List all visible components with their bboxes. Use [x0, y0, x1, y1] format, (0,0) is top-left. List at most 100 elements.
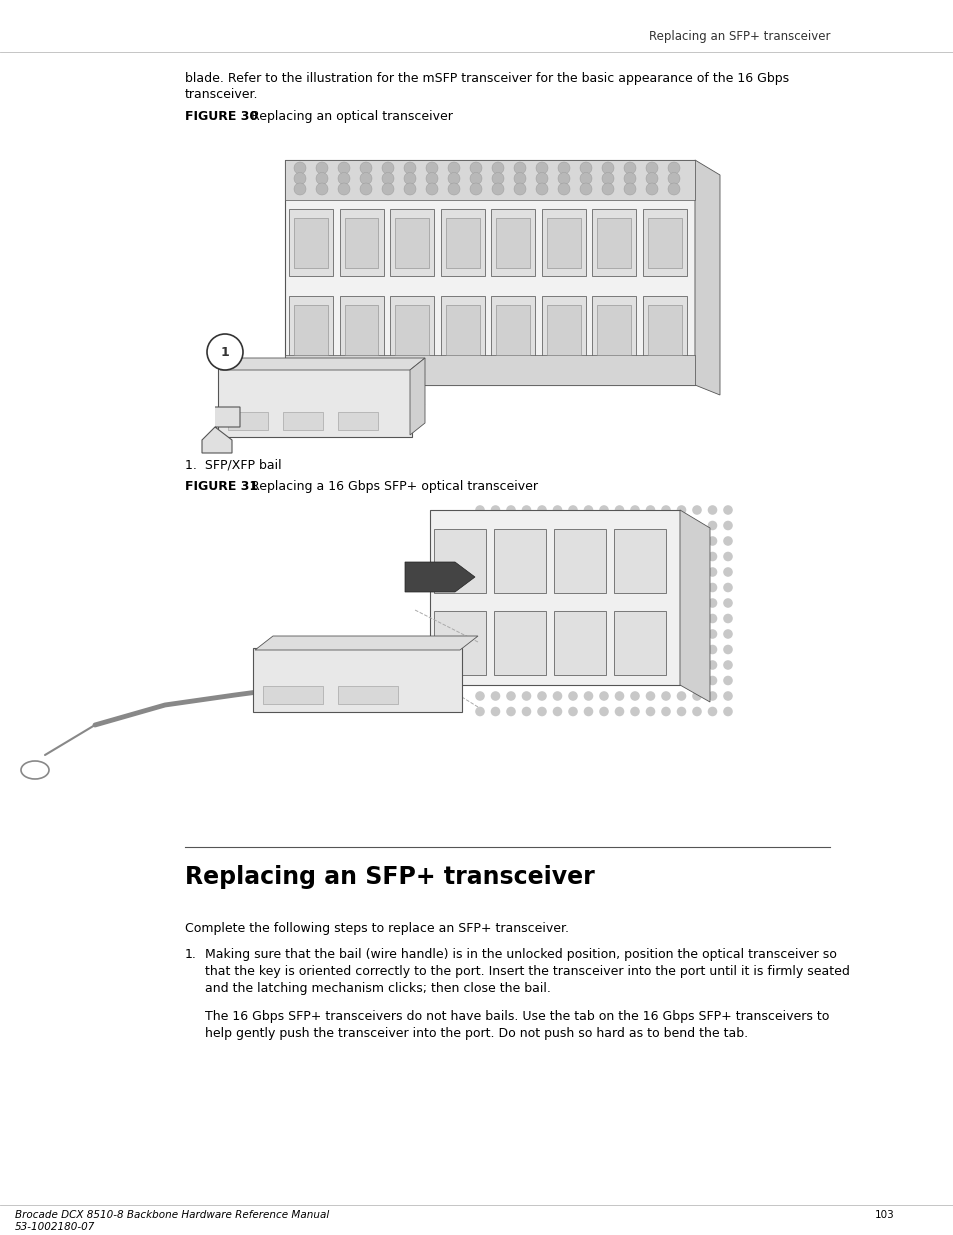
Circle shape	[601, 183, 614, 195]
Circle shape	[475, 645, 484, 655]
Circle shape	[722, 645, 732, 655]
Circle shape	[601, 173, 614, 184]
Circle shape	[521, 583, 531, 593]
Circle shape	[676, 505, 685, 515]
Polygon shape	[254, 636, 477, 650]
Circle shape	[645, 583, 655, 593]
Circle shape	[537, 706, 546, 716]
Circle shape	[583, 552, 593, 561]
Circle shape	[521, 536, 531, 546]
Circle shape	[315, 183, 328, 195]
Circle shape	[707, 552, 717, 561]
Circle shape	[506, 536, 516, 546]
Text: Making sure that the bail (wire handle) is in the unlocked position, position th: Making sure that the bail (wire handle) …	[205, 948, 836, 961]
Circle shape	[598, 692, 608, 700]
Circle shape	[630, 645, 639, 655]
Circle shape	[614, 521, 623, 530]
Circle shape	[506, 692, 516, 700]
Circle shape	[692, 676, 701, 685]
Circle shape	[558, 173, 569, 184]
Circle shape	[614, 598, 623, 608]
Circle shape	[645, 676, 655, 685]
Circle shape	[722, 629, 732, 638]
Circle shape	[707, 676, 717, 685]
FancyBboxPatch shape	[294, 305, 328, 354]
Circle shape	[598, 552, 608, 561]
Circle shape	[707, 536, 717, 546]
Circle shape	[521, 567, 531, 577]
Circle shape	[536, 183, 547, 195]
Circle shape	[614, 629, 623, 638]
Circle shape	[537, 661, 546, 669]
Circle shape	[630, 614, 639, 624]
Circle shape	[692, 645, 701, 655]
Circle shape	[337, 162, 350, 174]
Circle shape	[568, 505, 578, 515]
Circle shape	[475, 706, 484, 716]
Circle shape	[660, 552, 670, 561]
Circle shape	[506, 505, 516, 515]
Circle shape	[660, 521, 670, 530]
Circle shape	[660, 505, 670, 515]
Circle shape	[426, 183, 437, 195]
Text: Brocade DCX 8510-8 Backbone Hardware Reference Manual: Brocade DCX 8510-8 Backbone Hardware Ref…	[15, 1210, 329, 1220]
Circle shape	[552, 583, 561, 593]
Circle shape	[207, 333, 243, 370]
Circle shape	[558, 183, 569, 195]
Circle shape	[667, 183, 679, 195]
FancyBboxPatch shape	[546, 305, 579, 354]
Circle shape	[614, 692, 623, 700]
Circle shape	[598, 645, 608, 655]
Circle shape	[660, 583, 670, 593]
Circle shape	[645, 598, 655, 608]
Circle shape	[645, 521, 655, 530]
Circle shape	[568, 521, 578, 530]
Circle shape	[598, 536, 608, 546]
Circle shape	[537, 676, 546, 685]
Circle shape	[537, 629, 546, 638]
Circle shape	[722, 676, 732, 685]
Circle shape	[645, 692, 655, 700]
Circle shape	[568, 706, 578, 716]
Circle shape	[676, 536, 685, 546]
Circle shape	[568, 661, 578, 669]
Circle shape	[692, 505, 701, 515]
Text: 1.: 1.	[185, 948, 196, 961]
Circle shape	[722, 706, 732, 716]
Circle shape	[552, 676, 561, 685]
FancyBboxPatch shape	[294, 219, 328, 268]
Circle shape	[552, 614, 561, 624]
Circle shape	[448, 173, 459, 184]
Circle shape	[583, 645, 593, 655]
Polygon shape	[410, 358, 424, 435]
Circle shape	[614, 552, 623, 561]
Circle shape	[707, 614, 717, 624]
FancyBboxPatch shape	[344, 305, 378, 354]
Circle shape	[359, 173, 372, 184]
Circle shape	[645, 162, 658, 174]
Polygon shape	[405, 562, 475, 592]
Polygon shape	[285, 161, 695, 385]
FancyBboxPatch shape	[337, 412, 377, 430]
FancyBboxPatch shape	[554, 529, 605, 593]
Circle shape	[552, 598, 561, 608]
Circle shape	[475, 629, 484, 638]
Circle shape	[506, 521, 516, 530]
Circle shape	[692, 583, 701, 593]
Circle shape	[660, 706, 670, 716]
Circle shape	[426, 162, 437, 174]
Circle shape	[707, 505, 717, 515]
Circle shape	[536, 162, 547, 174]
Circle shape	[667, 173, 679, 184]
Circle shape	[506, 567, 516, 577]
FancyBboxPatch shape	[289, 209, 333, 275]
Circle shape	[506, 629, 516, 638]
Text: Replacing an SFP+ transceiver: Replacing an SFP+ transceiver	[648, 30, 829, 43]
Circle shape	[315, 173, 328, 184]
Circle shape	[722, 614, 732, 624]
Circle shape	[614, 706, 623, 716]
FancyBboxPatch shape	[339, 209, 383, 275]
Circle shape	[492, 173, 503, 184]
Circle shape	[722, 567, 732, 577]
Circle shape	[490, 505, 499, 515]
